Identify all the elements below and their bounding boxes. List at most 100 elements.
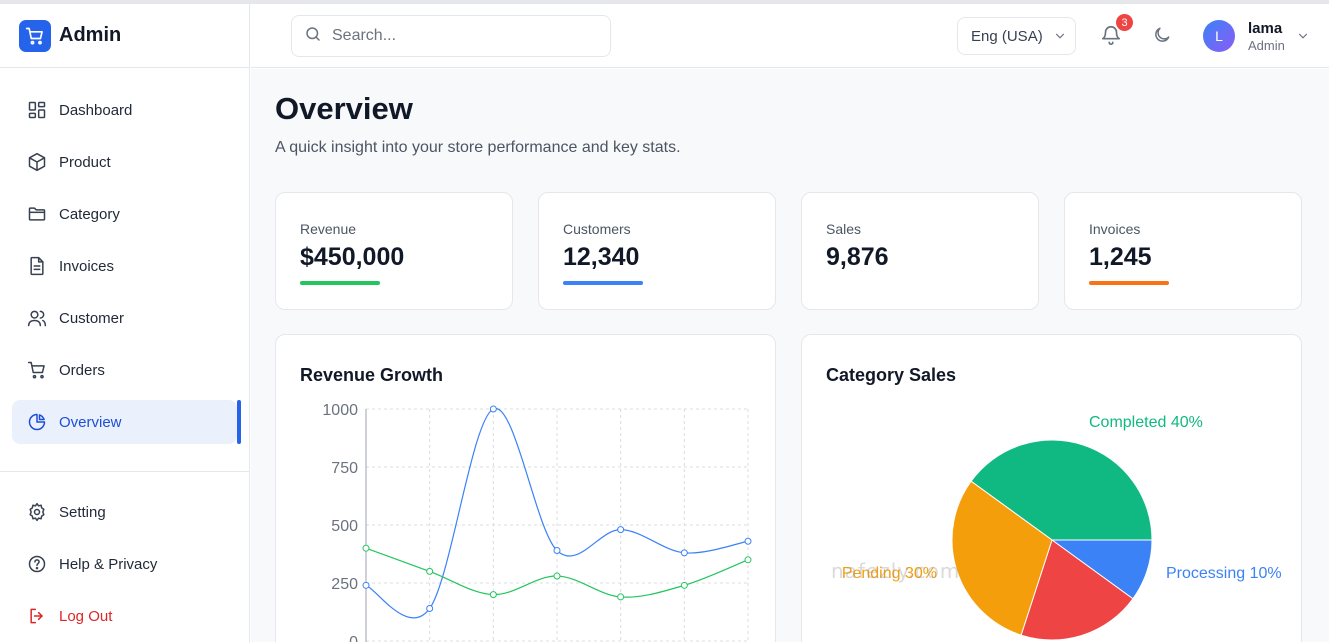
pie-chart: Completed 40% Processing 10% Pending 30% bbox=[842, 414, 1282, 641]
chevron-down-icon[interactable] bbox=[1296, 29, 1310, 48]
sidebar-item-label: Orders bbox=[59, 361, 105, 379]
data-point[interactable] bbox=[680, 581, 688, 589]
data-point[interactable] bbox=[362, 544, 370, 552]
pie-slice[interactable] bbox=[970, 439, 1153, 541]
sidebar-item-product[interactable]: Product bbox=[12, 140, 237, 184]
pie-chart-icon bbox=[26, 411, 48, 433]
stat-value: 9,876 bbox=[826, 243, 889, 271]
sidebar-item-label: Overview bbox=[59, 413, 122, 431]
page-subtitle: A quick insight into your store performa… bbox=[275, 139, 681, 156]
sidebar-bottom-nav: Setting Help & Privacy Log Out bbox=[0, 490, 249, 642]
user-role: Admin bbox=[1248, 38, 1285, 53]
y-tick-label: 500 bbox=[331, 518, 358, 535]
y-tick-label: 250 bbox=[331, 576, 358, 593]
sidebar-item-label: Log Out bbox=[59, 607, 113, 625]
stat-card-customers: Customers 12,340 bbox=[538, 192, 776, 310]
data-point[interactable] bbox=[744, 537, 752, 545]
data-point[interactable] bbox=[489, 405, 497, 413]
bell-icon[interactable] bbox=[1100, 24, 1124, 48]
y-tick-label: 750 bbox=[331, 460, 358, 477]
sidebar-item-orders[interactable]: Orders bbox=[12, 348, 237, 392]
users-icon bbox=[26, 307, 48, 329]
search-icon bbox=[304, 25, 322, 48]
top-header: Eng (USA) 3 L lama Admin bbox=[251, 4, 1329, 68]
sidebar-item-setting[interactable]: Setting bbox=[12, 490, 237, 534]
sidebar-item-label: Help & Privacy bbox=[59, 555, 158, 573]
sidebar-item-logout[interactable]: Log Out bbox=[12, 594, 237, 638]
sidebar-item-customer[interactable]: Customer bbox=[12, 296, 237, 340]
sidebar-item-dashboard[interactable]: Dashboard bbox=[12, 88, 237, 132]
search-input[interactable] bbox=[332, 27, 592, 45]
pie-slice-label: Pending 30% bbox=[842, 565, 937, 582]
sidebar-item-overview[interactable]: Overview bbox=[12, 400, 241, 444]
data-point[interactable] bbox=[489, 591, 497, 599]
data-point[interactable] bbox=[553, 547, 561, 555]
y-tick-label: 1000 bbox=[322, 402, 358, 419]
gear-icon bbox=[26, 501, 48, 523]
page-title: Overview bbox=[275, 91, 413, 126]
chevron-down-icon bbox=[1053, 29, 1067, 43]
window-top-border bbox=[0, 0, 1329, 4]
stat-label: Sales bbox=[826, 221, 862, 237]
logout-icon bbox=[26, 605, 48, 627]
stat-value: 1,245 bbox=[1089, 243, 1152, 271]
stat-value: $450,000 bbox=[300, 243, 405, 271]
avatar[interactable]: L bbox=[1203, 20, 1235, 52]
sidebar-item-label: Setting bbox=[59, 503, 106, 521]
stat-label: Invoices bbox=[1089, 221, 1141, 237]
document-icon bbox=[26, 255, 48, 277]
stat-accent-bar bbox=[1089, 281, 1169, 285]
moon-icon[interactable] bbox=[1152, 25, 1174, 47]
user-name: lama bbox=[1248, 20, 1283, 37]
main-content: Overview A quick insight into your store… bbox=[251, 69, 1329, 642]
pie-slice-label: Completed 40% bbox=[1089, 414, 1203, 431]
pie-slice-label: Processing 10% bbox=[1166, 565, 1282, 582]
data-point[interactable] bbox=[426, 605, 434, 613]
sidebar-item-label: Dashboard bbox=[59, 101, 133, 119]
data-point[interactable] bbox=[617, 593, 625, 601]
language-select[interactable]: Eng (USA) bbox=[957, 17, 1076, 55]
watermark: nafezly.com bbox=[831, 559, 961, 583]
sidebar-item-invoices[interactable]: Invoices bbox=[12, 244, 237, 288]
sidebar-divider bbox=[0, 471, 249, 472]
stat-label: Revenue bbox=[300, 221, 357, 237]
data-point[interactable] bbox=[617, 526, 625, 534]
data-point[interactable] bbox=[680, 549, 688, 557]
language-value: Eng (USA) bbox=[971, 27, 1043, 45]
sidebar-item-label: Product bbox=[59, 153, 111, 171]
stat-accent-bar bbox=[300, 281, 380, 285]
notification-badge: 3 bbox=[1116, 14, 1133, 31]
sidebar-item-label: Category bbox=[59, 205, 120, 223]
pie-slice[interactable] bbox=[951, 480, 1053, 636]
line-chart: 0 250 500 750 1000 bbox=[322, 402, 752, 642]
dashboard-grid-icon bbox=[26, 99, 48, 121]
cart-icon bbox=[19, 19, 51, 52]
sidebar-item-label: Customer bbox=[59, 309, 125, 327]
chart-title: Revenue Growth bbox=[300, 365, 444, 385]
stat-label: Customers bbox=[563, 221, 631, 237]
category-sales-card: Category Sales Completed 40% Processing 1… bbox=[801, 334, 1302, 642]
y-tick-label: 0 bbox=[349, 634, 358, 642]
search-box[interactable] bbox=[291, 15, 611, 57]
pie-slice[interactable] bbox=[1020, 539, 1134, 641]
data-point[interactable] bbox=[744, 556, 752, 564]
data-point[interactable] bbox=[426, 567, 434, 575]
stat-value: 12,340 bbox=[563, 243, 640, 271]
sidebar-item-help-privacy[interactable]: Help & Privacy bbox=[12, 542, 237, 586]
stat-accent-bar bbox=[563, 281, 643, 285]
sidebar: Admin Dashboard Product Category Invoice… bbox=[0, 4, 250, 642]
stat-card-revenue: Revenue $450,000 bbox=[275, 192, 513, 310]
data-point[interactable] bbox=[362, 581, 370, 589]
chart-title: Category Sales bbox=[826, 365, 957, 385]
box-icon bbox=[26, 151, 48, 173]
brand[interactable]: Admin bbox=[0, 4, 249, 68]
folder-icon bbox=[26, 203, 48, 225]
data-point[interactable] bbox=[553, 572, 561, 580]
stat-card-sales: Sales 9,876 bbox=[801, 192, 1039, 310]
help-circle-icon bbox=[26, 553, 48, 575]
sidebar-nav: Dashboard Product Category Invoices Cust… bbox=[0, 88, 249, 452]
stat-card-invoices: Invoices 1,245 bbox=[1064, 192, 1302, 310]
sidebar-item-category[interactable]: Category bbox=[12, 192, 237, 236]
brand-name: Admin bbox=[59, 24, 122, 46]
sidebar-item-label: Invoices bbox=[59, 257, 115, 275]
